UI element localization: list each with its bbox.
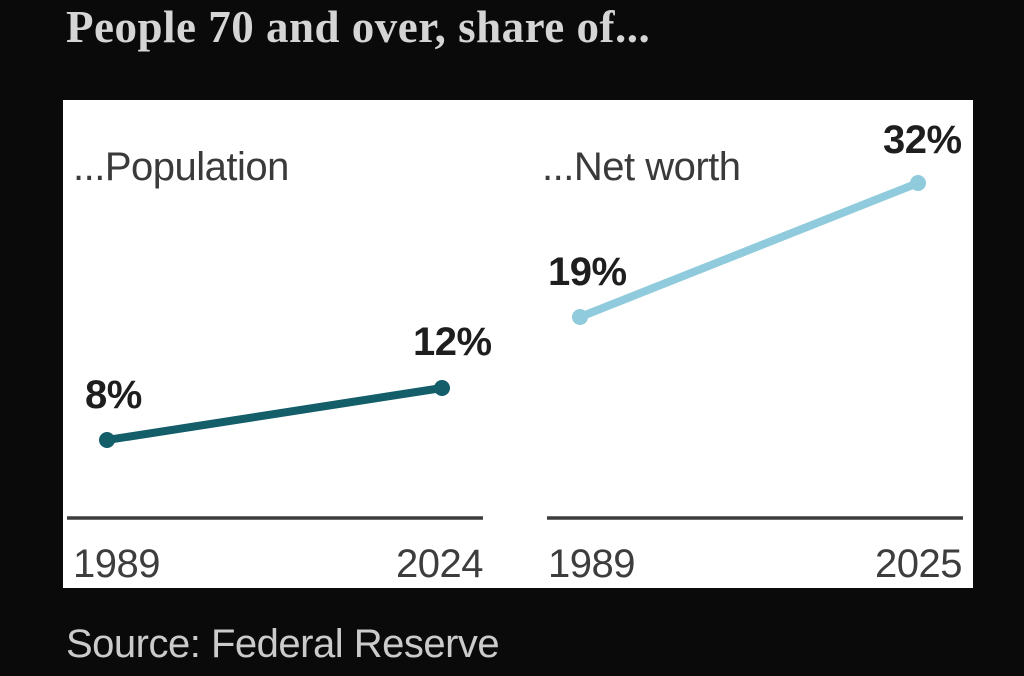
- net-worth-trend-line: [576, 179, 922, 321]
- source-attribution: Source: Federal Reserve: [66, 622, 500, 666]
- net-worth-panel: ...Net worth 19% 32% 1989 2025: [542, 118, 963, 586]
- dual-line-chart: ...Population 8% 12% 1989 2024 ...Net wo…: [67, 118, 963, 586]
- chart-card: ...Population 8% 12% 1989 2024 ...Net wo…: [63, 100, 973, 588]
- population-end-point: [434, 380, 450, 396]
- population-trend-line: [103, 384, 446, 444]
- population-start-point: [99, 432, 115, 448]
- population-panel: ...Population 8% 12% 1989 2024: [67, 145, 492, 586]
- net-worth-start-point: [572, 309, 588, 325]
- population-panel-title: ...Population: [73, 145, 289, 189]
- population-start-value-label: 8%: [85, 373, 142, 417]
- chart-headline: People 70 and over, share of...: [66, 2, 651, 52]
- net-worth-end-point: [910, 175, 926, 191]
- population-end-value-label: 12%: [413, 320, 492, 364]
- net-worth-end-year: 2025: [875, 542, 962, 586]
- net-worth-start-value-label: 19%: [548, 250, 627, 294]
- net-worth-end-value-label: 32%: [883, 118, 962, 162]
- net-worth-panel-title: ...Net worth: [542, 145, 741, 189]
- population-end-year: 2024: [396, 542, 483, 586]
- population-start-year: 1989: [73, 542, 160, 586]
- net-worth-start-year: 1989: [548, 542, 635, 586]
